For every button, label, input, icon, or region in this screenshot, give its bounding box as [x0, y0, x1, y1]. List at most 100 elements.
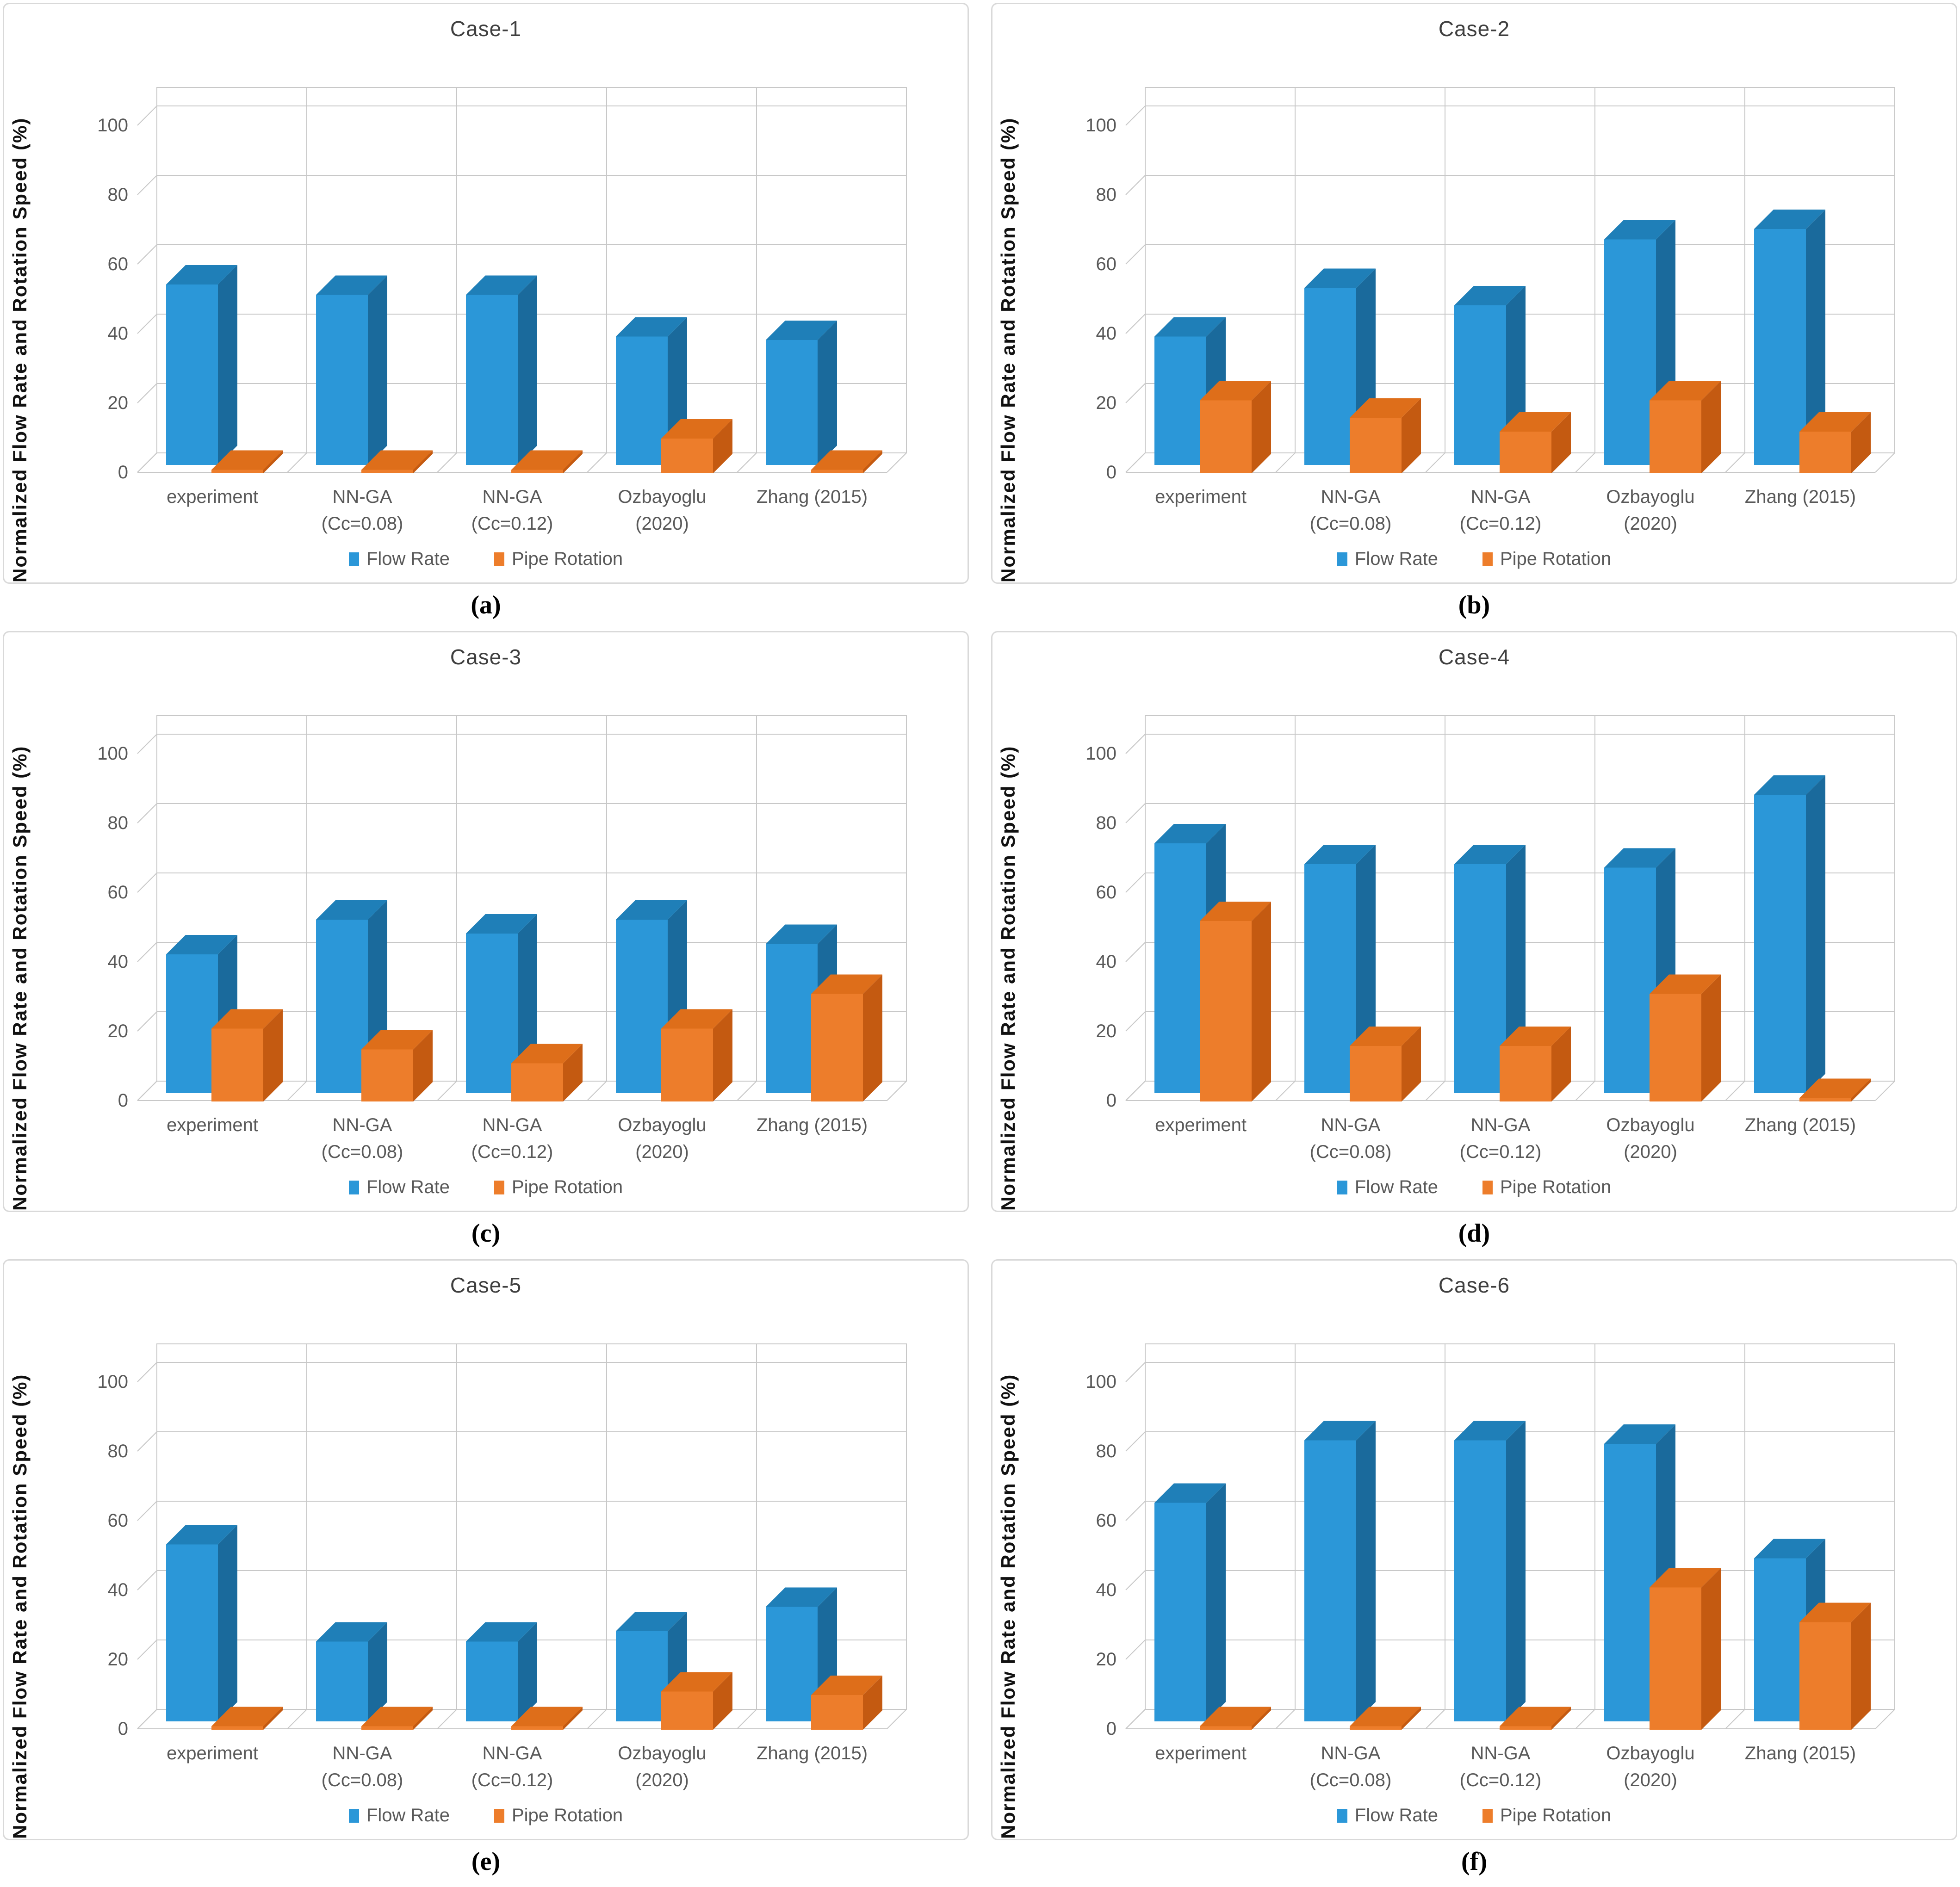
bar-side-face: [1806, 775, 1825, 1093]
y-tick-label: 40: [107, 1580, 129, 1600]
legend-label: Flow Rate: [1354, 1805, 1438, 1825]
category-label: experiment: [137, 1112, 287, 1165]
panel-wrap: Case-5 Normalized Flow Rate and Rotation …: [3, 1259, 969, 1883]
bar-front-face: [766, 944, 818, 1093]
bar-flow-rate: [316, 1622, 387, 1721]
bar-top-face: [1799, 412, 1871, 432]
category-label-line: (2020): [635, 1142, 689, 1162]
bar-side-face: [368, 1622, 387, 1721]
flow-rate-swatch-icon: [1337, 552, 1347, 566]
axis-depth-tick: [1125, 1501, 1146, 1521]
category-label: NN-GA (Cc=0.12): [1426, 483, 1575, 537]
bar-pipe-rotation: [211, 450, 283, 473]
category-label-line: (Cc=0.12): [471, 1770, 553, 1790]
bar-top-face: [1754, 210, 1825, 229]
bar-pipe-rotation: [811, 450, 882, 473]
floor-depth-tick: [1275, 452, 1296, 473]
bar-pipe-rotation: [1500, 1027, 1571, 1101]
bar-pipe-rotation: [361, 450, 433, 473]
floor-depth-tick: [287, 1709, 307, 1729]
y-tick-label: 100: [1085, 743, 1116, 764]
floor-depth-tick: [137, 1081, 157, 1101]
chart-title: Case-5: [450, 1273, 522, 1297]
bar-top-face: [616, 1612, 687, 1631]
floor-depth-tick: [1725, 1081, 1745, 1101]
y-tick-label: 0: [118, 1719, 128, 1739]
bar-side-face: [1701, 381, 1721, 473]
category-label-line: (Cc=0.12): [471, 514, 553, 534]
bar-front-face: [1500, 1046, 1551, 1101]
category-label: experiment: [1126, 1112, 1276, 1165]
bar-top-face: [661, 419, 732, 439]
bar-side-face: [563, 450, 583, 473]
bar-top-face: [766, 321, 837, 340]
legend-item-pipe-rotation: Pipe Rotation: [1482, 1177, 1611, 1198]
axis-depth-tick: [137, 1501, 157, 1521]
category-label: NN-GA (Cc=0.12): [1426, 1112, 1575, 1165]
panel-wrap: Case-3 Normalized Flow Rate and Rotation …: [3, 631, 969, 1255]
bar-front-face: [511, 1063, 563, 1101]
floor-depth-tick: [1125, 1709, 1146, 1729]
legend-item-flow-rate: Flow Rate: [348, 1177, 450, 1198]
bar-top-face: [811, 450, 882, 470]
category-label-line: (Cc=0.08): [321, 1142, 403, 1162]
legend-item-pipe-rotation: Pipe Rotation: [1482, 1805, 1611, 1826]
axis-depth-tick: [1125, 1011, 1146, 1032]
legend-label: Flow Rate: [366, 1805, 450, 1825]
bar-side-face: [1551, 412, 1571, 473]
bar-front-face: [1754, 795, 1806, 1093]
bar-pipe-rotation: [1799, 412, 1871, 473]
chart-title: Case-6: [1438, 1273, 1510, 1297]
category-label: Ozbayoglu (2020): [587, 483, 737, 537]
category-label-line: (Cc=0.12): [1459, 514, 1542, 534]
category-label-line: NN-GA: [332, 487, 392, 507]
y-tick-label: 100: [97, 1372, 128, 1392]
category-label: experiment: [1126, 483, 1276, 537]
bar-top-face: [316, 275, 387, 295]
bar-flow-rate: [166, 1525, 237, 1721]
bar-front-face: [1500, 432, 1551, 473]
bar-top-face: [1799, 1078, 1871, 1098]
chart-title: Case-1: [450, 17, 522, 41]
pipe-rotation-swatch-icon: [494, 1180, 504, 1194]
bar-top-face: [1500, 412, 1571, 432]
floor-depth-tick: [437, 1081, 457, 1101]
category-label: Zhang (2015): [737, 483, 887, 537]
legend-label: Flow Rate: [1354, 549, 1438, 569]
category-label-line: (2020): [1624, 1770, 1677, 1790]
category-label-line: (Cc=0.08): [1309, 514, 1392, 534]
bar-top-face: [1154, 824, 1226, 843]
bar-pipe-rotation: [361, 1030, 433, 1101]
category-label: experiment: [137, 483, 287, 537]
category-label-line: (Cc=0.08): [1309, 1770, 1392, 1790]
category-label-line: (Cc=0.08): [321, 514, 403, 534]
bar-top-face: [1304, 1421, 1376, 1441]
category-label-line: Ozbayoglu: [1606, 487, 1695, 507]
bar-top-face: [1350, 398, 1421, 418]
bar-flow-rate: [1304, 1421, 1376, 1721]
plot-area: [1125, 87, 1895, 473]
category-label-line: Ozbayoglu: [618, 1115, 707, 1135]
bar-front-face: [1154, 843, 1206, 1093]
flow-rate-swatch-icon: [1337, 1808, 1347, 1823]
bar-side-face: [218, 1525, 237, 1721]
bar-front-face: [166, 954, 218, 1093]
bar-top-face: [1350, 1707, 1421, 1726]
bar-top-face: [661, 1009, 732, 1029]
bar-side-face: [1402, 1027, 1421, 1101]
panel-wrap: Case-2 Normalized Flow Rate and Rotation …: [991, 3, 1957, 626]
bar-front-face: [811, 994, 863, 1101]
bar-front-face: [1350, 1046, 1402, 1101]
floor-depth-tick: [887, 1709, 907, 1729]
bar-front-face: [211, 1726, 263, 1730]
floor-depth-tick: [887, 452, 907, 473]
axis-depth-tick: [137, 872, 157, 893]
bar-side-face: [1851, 412, 1871, 473]
pipe-rotation-swatch-icon: [1482, 552, 1493, 566]
bar-side-face: [1356, 1421, 1376, 1721]
panel-caption: (d): [1458, 1219, 1490, 1248]
bar-front-face: [511, 470, 563, 473]
bar-side-face: [713, 419, 732, 473]
bar-top-face: [166, 1525, 237, 1545]
panel-caption: (a): [471, 591, 501, 619]
